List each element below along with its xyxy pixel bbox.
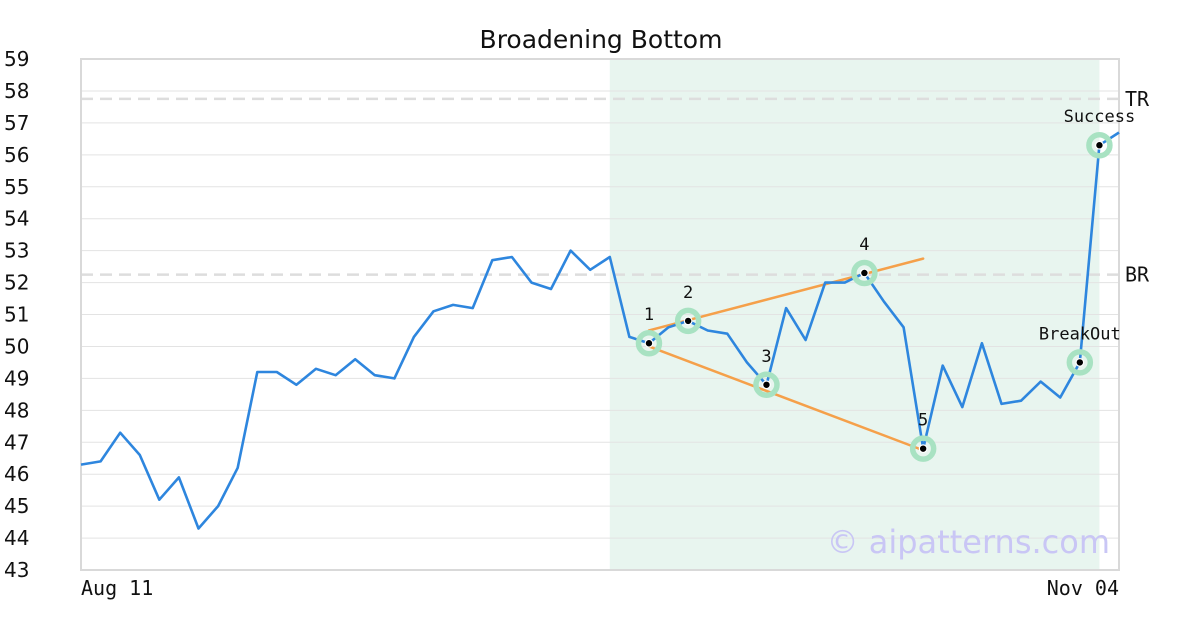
pattern-point-marker [1095,140,1104,150]
trend-lines [647,257,925,452]
y-tick-label: 44 [4,526,29,550]
y-axis-ticks: 43 44 45 46 47 48 49 50 51 52 53 54 55 56 57 58 59 [4,47,29,582]
y-tick-label: 49 [4,366,29,390]
reference-line-label: TR [1125,87,1150,111]
pattern-point-ring [1066,349,1094,376]
pattern-point-label: 5 [918,411,928,431]
pattern-point-ring [909,435,937,462]
chart-title: Broadening Bottom [480,25,723,54]
y-tick-label: 53 [4,239,29,263]
y-tick-label: 57 [4,111,29,135]
pattern-point-label: 3 [761,347,771,367]
pattern-point-ring [1086,131,1113,159]
pattern-point-marker [918,444,928,454]
y-tick-label: 43 [4,558,29,582]
price-series-line [80,131,1120,530]
pattern-point-marker [1075,358,1085,367]
pattern-points: 1 2 3 4 5 BreakOut Success [635,107,1136,462]
y-tick-label: 56 [4,143,29,167]
trend-line [647,257,925,332]
pattern-point-label: 4 [859,235,869,255]
trend-line [647,345,925,452]
watermark: © aipatterns.com [827,523,1110,561]
y-tick-label: 50 [4,334,29,358]
pattern-point-label: BreakOut [1039,324,1121,344]
pattern-point-ring [753,371,780,399]
pattern-point-marker [683,316,693,326]
pattern-point-label: 2 [683,283,693,303]
y-tick-label: 51 [4,303,29,327]
y-tick-label: 45 [4,494,29,518]
pattern-point-ring [851,259,878,287]
pattern-point-ring [674,307,702,335]
y-tick-label: 47 [4,430,29,454]
y-tick-label: 59 [4,47,29,71]
reference-lines: TR BR [81,87,1150,287]
grid-lines [81,58,1119,571]
y-tick-label: 46 [4,462,29,486]
plot-frame [80,58,1120,571]
pattern-point-marker [762,380,771,390]
y-tick-label: 58 [4,79,29,103]
y-tick-label: 55 [4,175,29,199]
pattern-point-ring [635,329,663,357]
x-tick-label: Aug 11 [81,576,153,600]
y-tick-label: 48 [4,398,29,422]
reference-line-label: BR [1125,263,1150,287]
y-tick-label: 54 [4,207,29,231]
pattern-point-marker [644,338,654,348]
pattern-point-label: 1 [644,305,654,325]
x-axis-ticks: Aug 11 Nov 04 [81,576,1119,600]
y-tick-label: 52 [4,271,29,295]
pattern-point-marker [859,268,869,278]
x-tick-label: Nov 04 [1047,576,1119,600]
pattern-point-label: Success [1064,107,1136,127]
